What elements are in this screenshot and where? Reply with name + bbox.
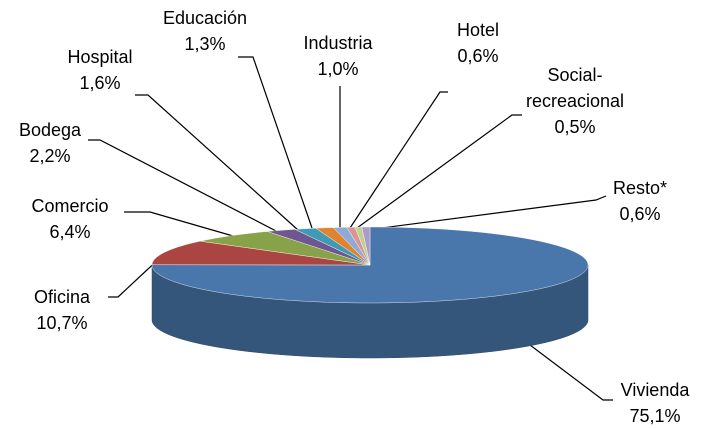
category-label: Educación: [162, 8, 248, 28]
category-label: Vivienda: [620, 380, 690, 400]
leader-line: [529, 344, 613, 401]
category-label: Hospital: [67, 47, 133, 67]
category-label: Social-recreacional: [525, 65, 625, 111]
data-label: Industria 1,0%: [303, 30, 372, 82]
pie-slice: [315, 227, 371, 266]
pie-slice: [151, 240, 371, 266]
data-label: Comercio 6,4%: [31, 193, 108, 245]
value-label: 0,6%: [457, 46, 499, 66]
leader-lines: [88, 56, 613, 401]
leader-line: [356, 114, 522, 229]
category-label: Comercio: [31, 196, 109, 216]
value-label: 0,5%: [554, 117, 596, 137]
pie-slice: [267, 229, 371, 266]
leader-line: [349, 91, 448, 229]
pie-slice: [294, 227, 371, 266]
data-label: Resto* 0,6%: [613, 175, 667, 227]
value-label: 75,1%: [629, 406, 681, 426]
leader-line: [108, 255, 163, 298]
pie-slice: [361, 226, 371, 266]
data-label: Hospital 1,6%: [67, 44, 132, 96]
category-label: Industria: [303, 33, 373, 53]
data-label: Bodega 2,2%: [19, 117, 81, 169]
category-label: Oficina: [33, 287, 91, 307]
value-label: 6,4%: [49, 222, 91, 242]
value-label: 10,7%: [36, 313, 88, 333]
leader-line: [135, 94, 299, 231]
category-label: Resto*: [612, 178, 668, 198]
value-label: 2,2%: [29, 146, 71, 166]
value-label: 0,6%: [619, 204, 661, 224]
value-label: 1,0%: [317, 59, 359, 79]
value-label: 1,3%: [184, 34, 226, 54]
category-label: Hotel: [456, 20, 500, 40]
data-label: Hotel 0,6%: [457, 17, 499, 69]
data-label: Social-recreacional 0,5%: [519, 62, 631, 140]
data-label: Vivienda 75,1%: [621, 377, 690, 429]
value-label: 1,6%: [79, 73, 121, 93]
leader-line: [124, 211, 241, 239]
pie-tops: [151, 226, 589, 304]
category-label: Bodega: [18, 120, 82, 140]
pie-slice: [200, 231, 371, 266]
leader-line: [365, 195, 607, 231]
data-label: Oficina 10,7%: [34, 284, 90, 336]
data-label: Educación 1,3%: [163, 5, 247, 57]
leader-line: [88, 139, 279, 233]
leader-line: [238, 56, 313, 229]
